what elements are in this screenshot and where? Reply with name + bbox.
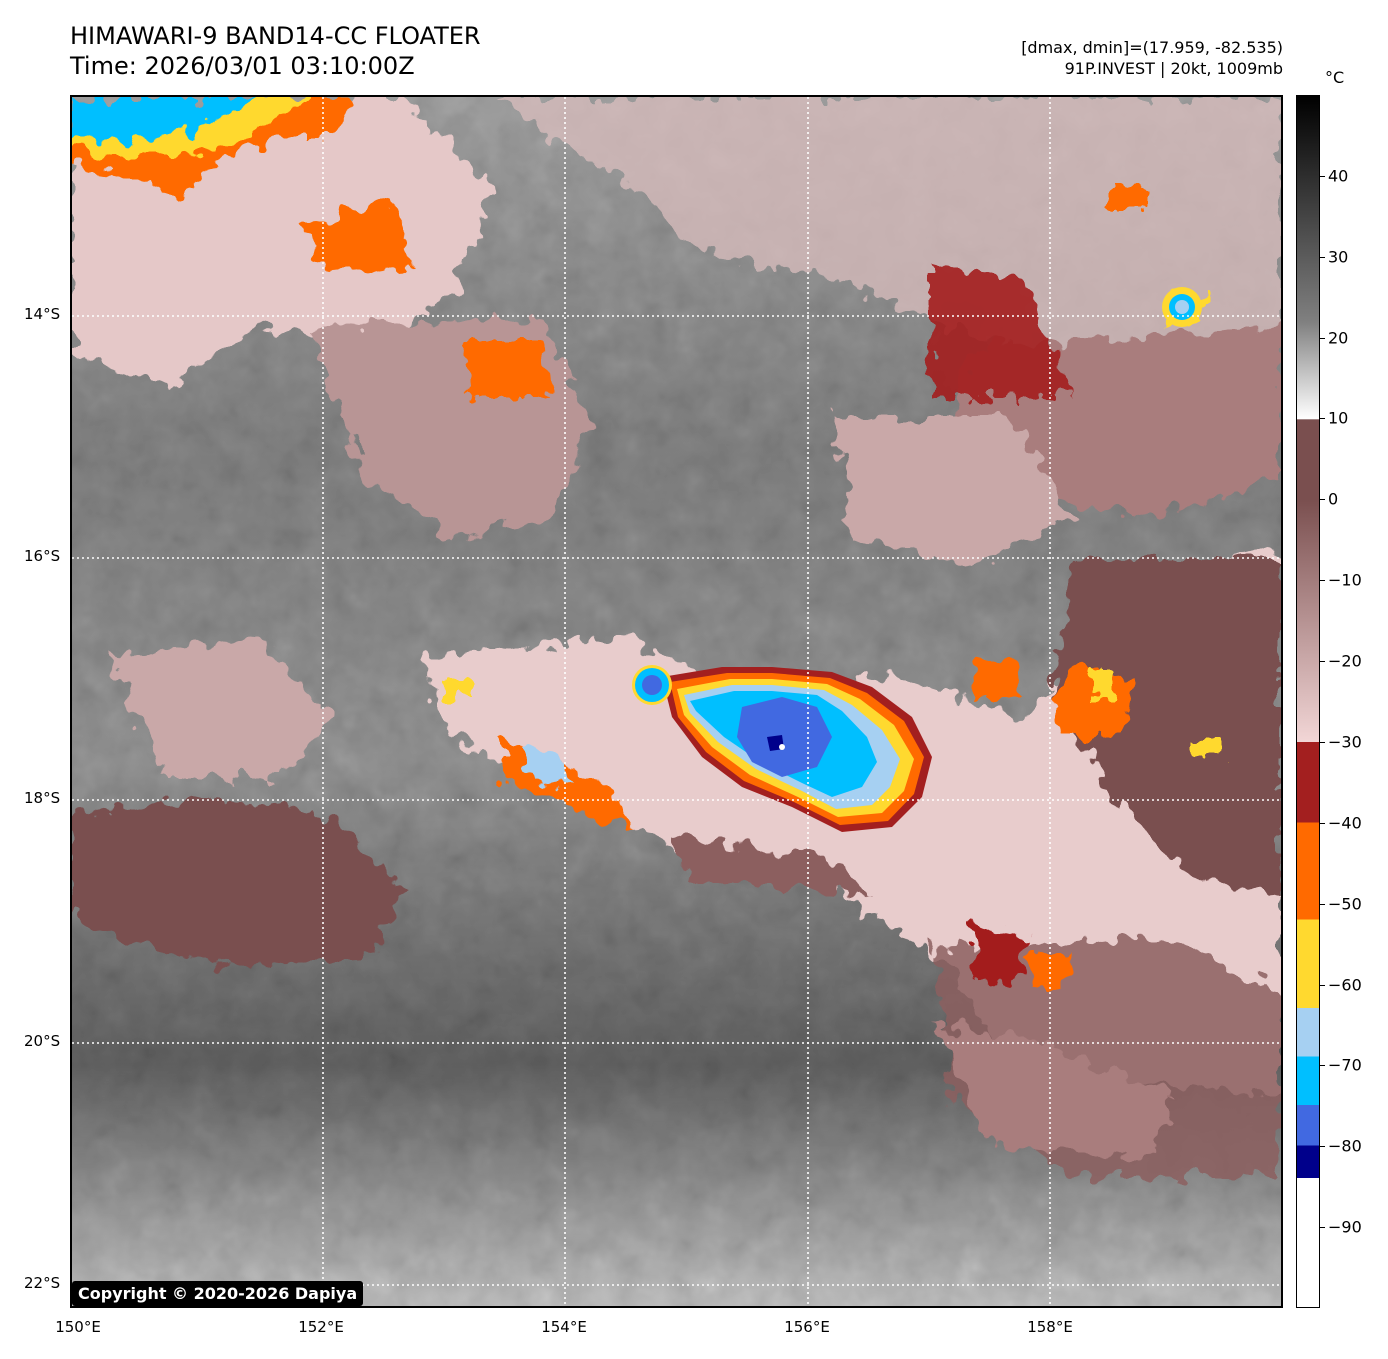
storm-info: 91P.INVEST | 20kt, 1009mb xyxy=(1064,59,1283,78)
colorbar-tick-mark xyxy=(1320,822,1325,824)
colorbar-tick-label: 0 xyxy=(1328,489,1339,509)
colorbar-tick-label: −50 xyxy=(1328,894,1362,914)
lon-label: 150°E xyxy=(55,1318,101,1336)
colorbar-tick-mark xyxy=(1320,499,1325,501)
lat-label: 18°S xyxy=(24,789,61,807)
colorbar-tick-label: 10 xyxy=(1328,408,1349,428)
timestamp: Time: 2026/03/01 03:10:00Z xyxy=(70,52,415,80)
convective-core xyxy=(632,287,1202,832)
colorbar-unit: °C xyxy=(1325,68,1345,87)
colorbar-tick-mark xyxy=(1320,418,1325,420)
lon-label: 154°E xyxy=(541,1318,587,1336)
satellite-map xyxy=(70,95,1283,1308)
lon-label: 152°E xyxy=(298,1318,344,1336)
colorbar-tick-label: −40 xyxy=(1328,813,1362,833)
lat-label: 14°S xyxy=(24,305,61,323)
colorbar xyxy=(1296,95,1320,1308)
lon-label: 156°E xyxy=(784,1318,830,1336)
colorbar-tick-mark xyxy=(1320,741,1325,743)
colorbar-tick-mark xyxy=(1320,1227,1325,1229)
colorbar-tick-label: −80 xyxy=(1328,1136,1362,1156)
colorbar-tick-label: 30 xyxy=(1328,247,1349,267)
lat-label: 20°S xyxy=(24,1032,61,1050)
colorbar-tick-label: −60 xyxy=(1328,975,1362,995)
colorbar-tick-mark xyxy=(1320,984,1325,986)
lon-label: 158°E xyxy=(1027,1318,1073,1336)
colorbar-tick-label: −20 xyxy=(1328,651,1362,671)
colorbar-tick-label: 40 xyxy=(1328,166,1349,186)
colorbar-tick-mark xyxy=(1320,903,1325,905)
colorbar-tick-label: −90 xyxy=(1328,1217,1362,1237)
colorbar-tick-mark xyxy=(1320,580,1325,582)
colorbar-tick-mark xyxy=(1320,175,1325,177)
copyright-badge: Copyright © 2020-2026 Dapiya xyxy=(72,1281,364,1306)
map-title: HIMAWARI-9 BAND14-CC FLOATER xyxy=(70,22,481,50)
satellite-imagery xyxy=(72,97,1281,1306)
cold-cloud-tops xyxy=(72,97,1222,987)
colorbar-tick-label: −30 xyxy=(1328,732,1362,752)
colorbar-tick-mark xyxy=(1320,1146,1325,1148)
colorbar-tick-label: −10 xyxy=(1328,570,1362,590)
dmax-dmin-readout: [dmax, dmin]=(17.959, -82.535) xyxy=(1021,38,1283,57)
colorbar-tick-mark xyxy=(1320,661,1325,663)
lat-label: 16°S xyxy=(24,547,61,565)
colorbar-tick-mark xyxy=(1320,337,1325,339)
colorbar-tick-mark xyxy=(1320,256,1325,258)
colorbar-tick-mark xyxy=(1320,1065,1325,1067)
colorbar-tick-label: −70 xyxy=(1328,1055,1362,1075)
colorbar-tick-label: 20 xyxy=(1328,328,1349,348)
lat-label: 22°S xyxy=(24,1274,61,1292)
